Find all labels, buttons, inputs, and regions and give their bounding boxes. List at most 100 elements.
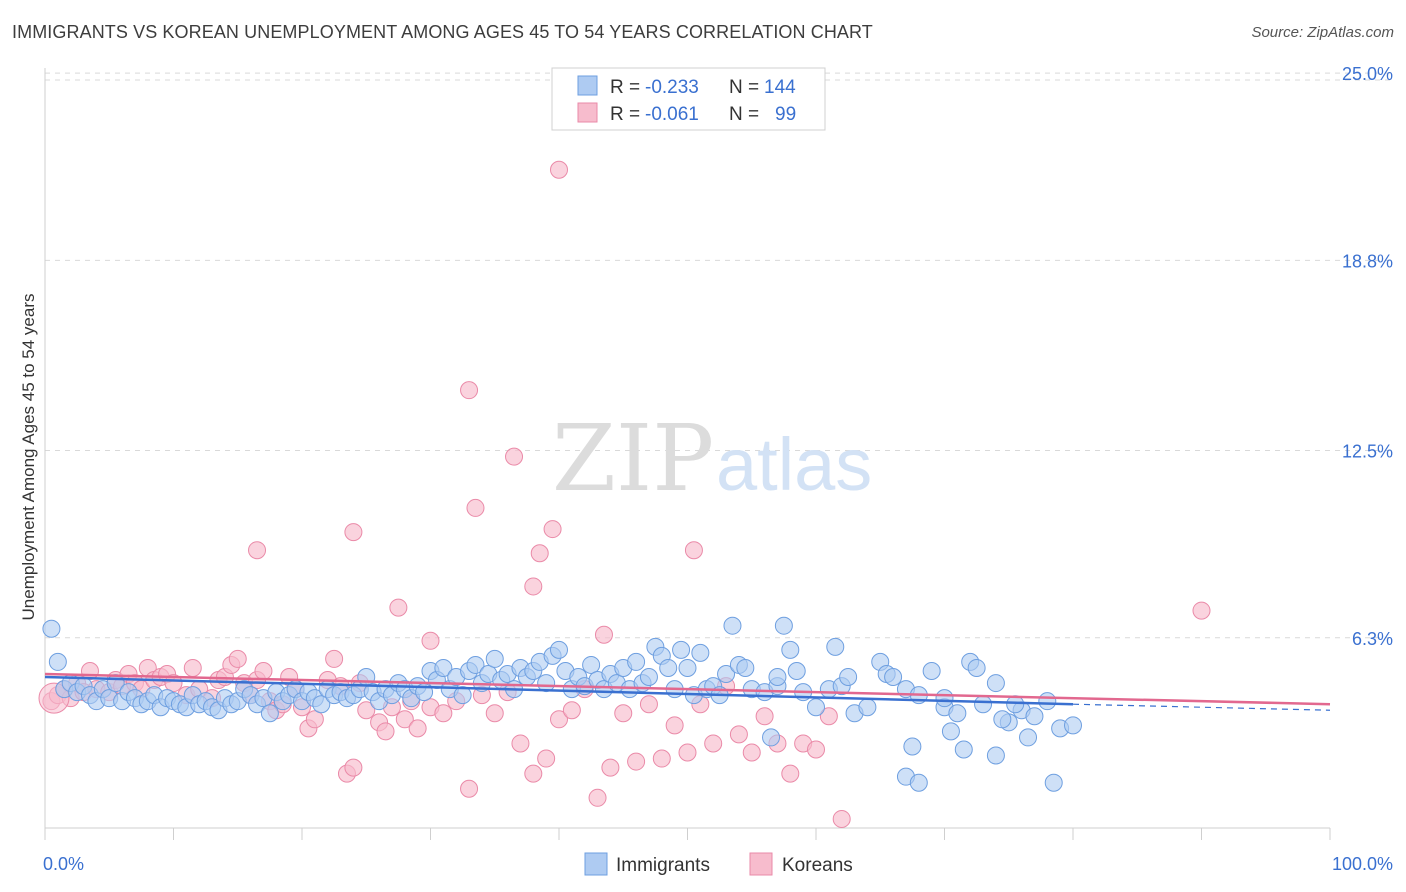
series-immigrants-points [42,616,1082,792]
korean-point [594,625,613,644]
korean-point [434,704,453,723]
korean-point [704,734,723,753]
immigrant-point [691,643,710,662]
immigrant-point [485,649,504,668]
korean-point [421,631,440,650]
stats-r-label-1: R = [610,77,640,98]
immigrant-point [42,619,61,638]
immigrant-point [781,640,800,659]
korean-point [408,719,427,738]
korean-point [665,716,684,735]
korean-point [807,740,825,759]
immigrant-point [839,668,858,687]
koreans-trend-line [44,672,1331,706]
immigrant-point [903,737,922,756]
korean-point [357,701,376,720]
korean-point [164,674,183,693]
korean-point [524,577,543,596]
korean-point [627,752,646,771]
immigrants-trend-line [44,675,1074,706]
y-tick-label: 25.0% [1342,64,1393,84]
korean-point [376,722,395,741]
immigrant-point [807,698,825,717]
korean-point [466,498,485,517]
stats-n-label-1: N = [729,77,759,98]
korean-point [537,749,556,768]
immigrant-point [639,668,658,687]
immigrant-point [1038,692,1057,711]
korean-point [832,809,851,828]
korean-point [652,749,671,768]
series-legend: Immigrants Koreans [584,852,853,876]
watermark-zip: ZIP [552,405,714,512]
y-tick-label: 12.5% [1342,442,1393,462]
x-tick-label-min: 0.0% [43,854,84,874]
korean-point [460,381,479,400]
korean-point [505,447,524,466]
trend-lines [44,672,1331,711]
korean-point [614,704,633,723]
korean-point [755,707,774,726]
stats-legend: R = -0.233 N = 144 R = -0.061 N = 99 [551,67,826,131]
korean-point [344,758,363,777]
korean-point [550,710,568,729]
immigrant-point [884,668,903,687]
korean-point [389,598,408,617]
y-tick-labels: 6.3% 12.5% 18.8% 25.0% [1342,64,1393,649]
immigrant-point [774,616,793,635]
immigrant-point [260,704,279,723]
immigrant-point [826,637,845,656]
immigrant-point [986,674,1005,693]
immigrant-point [1019,728,1038,747]
legend-immigrants-label: Immigrants [616,855,710,876]
korean-point [684,541,703,560]
immigrant-point [1064,716,1082,735]
korean-point [485,704,504,723]
stats-n-label-2: N = [729,104,759,125]
korean-point [248,541,267,560]
immigrant-point [659,658,678,677]
immigrant-point [537,674,556,693]
immigrant-point [466,655,485,674]
immigrant-point [582,655,601,674]
stats-n-value-2: 99 [775,104,796,125]
korean-point [819,707,838,726]
y-tick-label: 18.8% [1342,251,1393,271]
korean-point [524,764,543,783]
immigrant-point [762,728,781,747]
korean-point [742,743,761,762]
y-tick-label: 6.3% [1352,629,1393,649]
chart-source: Source: ZipAtlas.com [1251,24,1394,41]
immigrant-point [550,640,568,659]
immigrant-point [967,658,986,677]
legend-koreans-label: Koreans [782,855,853,876]
korean-point [588,788,607,807]
immigrant-point [948,704,967,723]
korean-point [344,523,363,542]
korean-point [305,710,324,729]
immigrant-point [787,661,806,680]
korean-point [530,544,549,563]
immigrant-point [1006,695,1025,714]
immigrant-point [357,668,376,687]
x-tick-labels: 0.0% 100.0% [43,854,1393,874]
immigrant-point [935,689,954,708]
korean-point [562,701,581,720]
korean-point [601,758,620,777]
stats-koreans-swatch [577,102,598,123]
immigrant-point [48,652,67,671]
immigrant-point [672,640,691,659]
korean-point [511,734,530,753]
immigrant-point [954,740,973,759]
korean-point [395,710,414,729]
legend-koreans-swatch [749,852,773,876]
korean-point [543,520,562,539]
immigrant-point [312,695,331,714]
immigrant-point [736,658,755,677]
stats-r-value-1: -0.233 [645,77,699,98]
immigrant-point [768,668,787,687]
immigrant-point [453,686,472,705]
korean-point [1192,601,1211,620]
immigrant-point [717,665,736,684]
